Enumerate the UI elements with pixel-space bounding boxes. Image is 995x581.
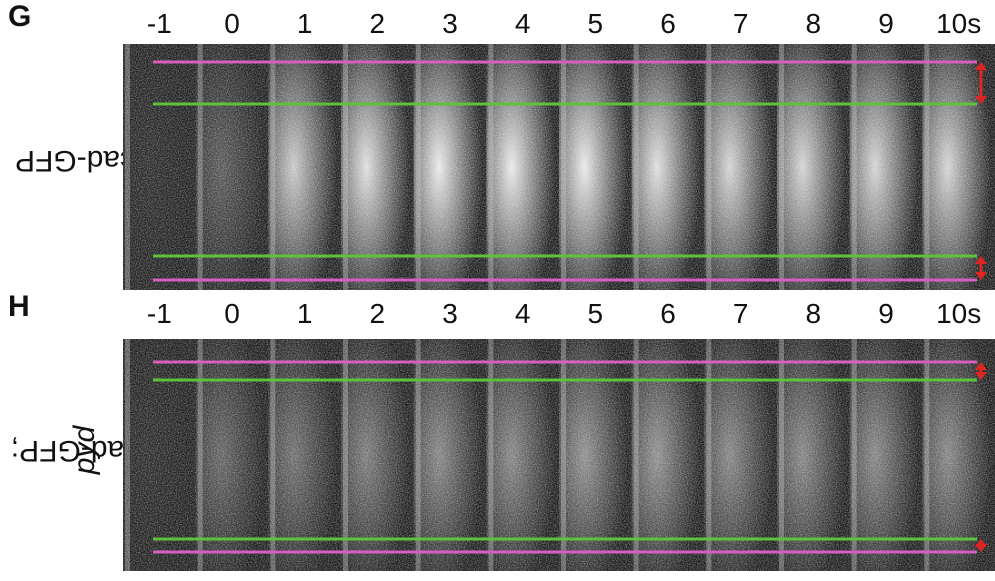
time-label: 7 — [732, 8, 749, 39]
time-label: 10s — [936, 8, 982, 39]
image-grain — [123, 339, 995, 571]
time-label: 4 — [514, 298, 531, 329]
time-label: 1 — [296, 298, 313, 329]
panel-letter: G — [8, 0, 32, 33]
time-label: 6 — [660, 8, 676, 39]
time-label: 5 — [587, 298, 604, 329]
bottom-double-arrow — [975, 256, 987, 280]
panel-letter: H — [8, 290, 30, 323]
time-label: 10s — [936, 298, 982, 329]
micrograph-image — [123, 44, 995, 290]
panel-h: H Ecad-GFP; pyd -1 0 1 2 3 4 5 6 7 8 9 10s — [0, 290, 995, 580]
time-label: 9 — [878, 298, 894, 329]
image-grain — [123, 44, 995, 290]
time-label: 7 — [732, 298, 749, 329]
top-double-arrow — [975, 62, 987, 104]
time-label: 0 — [224, 298, 240, 329]
top-double-arrow — [975, 362, 987, 380]
time-label: 0 — [224, 8, 240, 39]
panel-g: G Ecad-GFP -1 0 1 2 3 4 5 6 7 8 9 10s — [0, 0, 995, 290]
time-label: 1 — [296, 8, 313, 39]
time-label: 3 — [442, 298, 458, 329]
time-label: 5 — [587, 8, 604, 39]
y-axis-label: Ecad-GFP — [15, 30, 155, 290]
time-label: 9 — [878, 8, 894, 39]
time-label: 2 — [369, 298, 386, 329]
time-label: -1 — [146, 8, 172, 39]
y-axis-label: Ecad-GFP; pyd — [11, 320, 159, 580]
micrograph-kymograph — [123, 339, 995, 571]
time-label: 4 — [514, 8, 531, 39]
micrograph-image — [123, 339, 995, 571]
bottom-double-arrow — [975, 539, 987, 552]
time-label: -1 — [146, 298, 172, 329]
time-label: 8 — [805, 298, 822, 329]
time-label: 3 — [442, 8, 458, 39]
time-label: 2 — [369, 8, 386, 39]
micrograph-kymograph — [123, 44, 995, 290]
time-label: 8 — [805, 8, 822, 39]
time-label: 6 — [660, 298, 676, 329]
